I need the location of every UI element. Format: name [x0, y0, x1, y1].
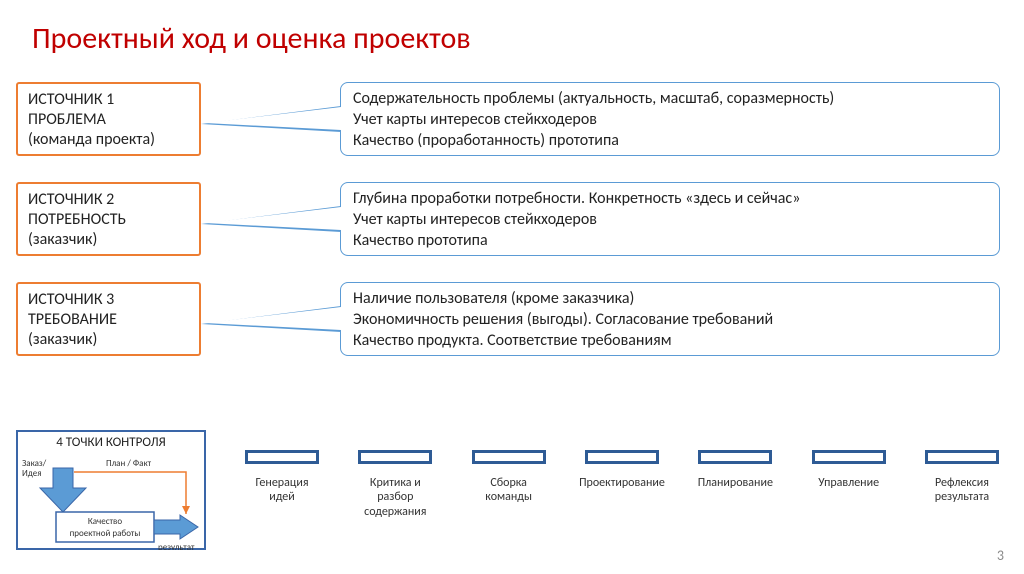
callout-line3: Качество прототипа — [353, 231, 987, 252]
stage-1: Генерацияидей — [232, 450, 332, 519]
stage-bar — [812, 450, 886, 464]
source-line2: ПОТРЕБНОСТЬ — [28, 210, 189, 230]
source-line1: ИСТОЧНИК 2 — [28, 190, 189, 210]
stage-4: Проектирование — [572, 450, 672, 519]
label-quality-2: проектной работы — [70, 528, 141, 539]
source-line3: (команда проекта) — [28, 130, 189, 150]
callout-box-3: Наличие пользователя (кроме заказчика)Эк… — [340, 282, 1000, 356]
stage-bar — [472, 450, 546, 464]
stage-3: Сборкакоманды — [459, 450, 559, 519]
page-title: Проектный ход и оценка проектов — [32, 20, 471, 57]
control-diagram: Заказ/ Идея План / Факт результат Качест… — [18, 454, 208, 550]
stage-label: Рефлексиярезультата — [935, 476, 989, 505]
stage-bar — [245, 450, 319, 464]
stage-bar — [358, 450, 432, 464]
page-number: 3 — [997, 547, 1004, 564]
control-title: 4 ТОЧКИ КОНТРОЛЯ — [18, 435, 204, 450]
stage-label: Планирование — [698, 476, 773, 490]
callout-box-1: Содержательность проблемы (актуальность,… — [340, 82, 1000, 156]
stage-label: Критика иразборсодержания — [364, 476, 426, 519]
source-line3: (заказчик) — [28, 330, 189, 350]
source-box-1: ИСТОЧНИК 1ПРОБЛЕМА(команда проекта) — [16, 82, 201, 156]
callout-line2: Учет карты интересов стейкходеров — [353, 210, 987, 231]
stage-6: Управление — [799, 450, 899, 519]
stage-label: Генерацияидей — [255, 476, 308, 505]
stage-bar — [585, 450, 659, 464]
stage-7: Рефлексиярезультата — [912, 450, 1012, 519]
callout-line1: Содержательность проблемы (актуальность,… — [353, 89, 987, 110]
source-line3: (заказчик) — [28, 230, 189, 250]
label-result: результат — [158, 542, 195, 550]
source-line2: ТРЕБОВАНИЕ — [28, 310, 189, 330]
stage-row: Генерацияидей Критика иразборсодержания Сб… — [232, 450, 1012, 519]
stage-label: Проектирование — [579, 476, 665, 490]
source-box-2: ИСТОЧНИК 2ПОТРЕБНОСТЬ(заказчик) — [16, 182, 201, 256]
stage-5: Планирование — [685, 450, 785, 519]
callout-line3: Качество продукта. Соответствие требован… — [353, 331, 987, 352]
source-line2: ПРОБЛЕМА — [28, 110, 189, 130]
control-points-box: 4 ТОЧКИ КОНТРОЛЯ Заказ/ Идея План / Факт… — [16, 430, 206, 550]
source-box-3: ИСТОЧНИК 3ТРЕБОВАНИЕ(заказчик) — [16, 282, 201, 356]
callout-line2: Учет карты интересов стейкходеров — [353, 110, 987, 131]
label-plan: План / Факт — [106, 458, 152, 469]
stage-label: Управление — [818, 476, 879, 490]
source-line1: ИСТОЧНИК 1 — [28, 90, 189, 110]
callout-line2: Экономичность решения (выгоды). Согласов… — [353, 310, 987, 331]
callout-line3: Качество (проработанность) прототипа — [353, 131, 987, 152]
source-line1: ИСТОЧНИК 3 — [28, 290, 189, 310]
stage-2: Критика иразборсодержания — [345, 450, 445, 519]
stage-bar — [698, 450, 772, 464]
callout-line1: Глубина проработки потребности. Конкретн… — [353, 189, 987, 210]
stage-bar — [925, 450, 999, 464]
callout-line1: Наличие пользователя (кроме заказчика) — [353, 289, 987, 310]
callout-box-2: Глубина проработки потребности. Конкретн… — [340, 182, 1000, 256]
stage-label: Сборкакоманды — [485, 476, 532, 505]
label-quality-1: Качество — [88, 516, 122, 527]
svg-text:Идея: Идея — [22, 468, 41, 479]
